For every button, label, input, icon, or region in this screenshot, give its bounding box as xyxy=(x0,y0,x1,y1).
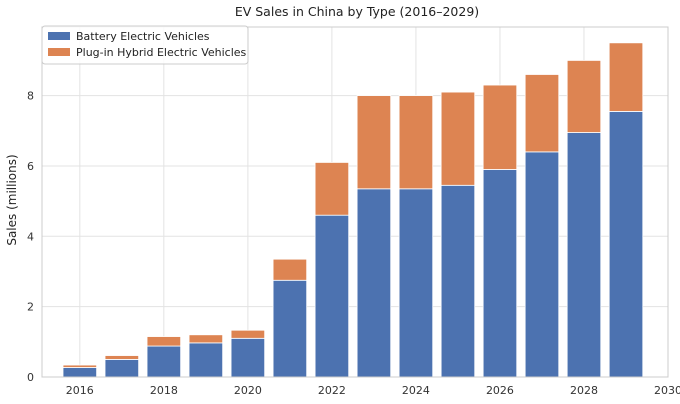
bar-bev-2022 xyxy=(314,214,350,378)
y-axis-title: Sales (millions) xyxy=(5,154,19,245)
bar-phev-2028 xyxy=(566,60,602,133)
y-tick-label: 4 xyxy=(27,230,34,243)
bar-phev-2016 xyxy=(62,364,98,368)
legend: Battery Electric Vehicles Plug-in Hybrid… xyxy=(41,25,249,65)
bar-phev-2019 xyxy=(188,334,224,344)
bar-bev-2026 xyxy=(482,169,518,378)
x-tick-label: 2026 xyxy=(486,384,514,397)
bar-bev-2027 xyxy=(524,151,560,378)
bar-bev-2019 xyxy=(188,342,224,378)
x-axis-ticks: 2016 2018 2020 2022 2024 2026 2028 2030 xyxy=(66,384,680,397)
bar-phev-2027 xyxy=(524,74,560,153)
x-tick-label: 2016 xyxy=(66,384,94,397)
bar-phev-2020 xyxy=(230,329,266,339)
bar-phev-2022 xyxy=(314,162,350,216)
bar-bev-2023 xyxy=(356,188,392,378)
legend-label-phev: Plug-in Hybrid Electric Vehicles xyxy=(76,46,247,59)
y-tick-label: 2 xyxy=(27,301,34,314)
bar-bev-2021 xyxy=(272,279,308,378)
bar-bev-2016 xyxy=(62,367,98,378)
x-tick-label: 2030 xyxy=(654,384,680,397)
y-tick-label: 6 xyxy=(27,160,34,173)
bar-phev-2024 xyxy=(398,95,434,190)
legend-swatch-phev xyxy=(48,48,70,56)
bar-bev-2024 xyxy=(398,188,434,378)
y-tick-label: 0 xyxy=(27,371,34,384)
bar-phev-2026 xyxy=(482,84,518,170)
bar-phev-2029 xyxy=(608,42,644,112)
x-tick-label: 2024 xyxy=(402,384,430,397)
legend-box xyxy=(41,25,249,65)
legend-swatch-bev xyxy=(48,32,70,40)
x-tick-label: 2022 xyxy=(318,384,346,397)
bar-phev-2018 xyxy=(146,336,182,347)
bar-bev-2020 xyxy=(230,337,266,378)
bar-bev-2025 xyxy=(440,184,476,378)
bars xyxy=(62,42,644,378)
x-tick-label: 2018 xyxy=(150,384,178,397)
bar-phev-2017 xyxy=(104,355,140,360)
bar-bev-2029 xyxy=(608,111,644,378)
bar-bev-2017 xyxy=(104,359,140,378)
bar-bev-2028 xyxy=(566,132,602,378)
legend-label-bev: Battery Electric Vehicles xyxy=(76,30,210,43)
bar-phev-2021 xyxy=(272,258,308,281)
bar-phev-2025 xyxy=(440,91,476,186)
bar-bev-2018 xyxy=(146,345,182,378)
y-axis-ticks: 0 2 4 6 8 xyxy=(27,90,34,384)
y-tick-label: 8 xyxy=(27,90,34,103)
x-tick-label: 2028 xyxy=(570,384,598,397)
plot-frame xyxy=(41,26,669,378)
x-tick-label: 2020 xyxy=(234,384,262,397)
chart-title: EV Sales in China by Type (2016–2029) xyxy=(235,4,479,19)
bar-phev-2023 xyxy=(356,95,392,190)
